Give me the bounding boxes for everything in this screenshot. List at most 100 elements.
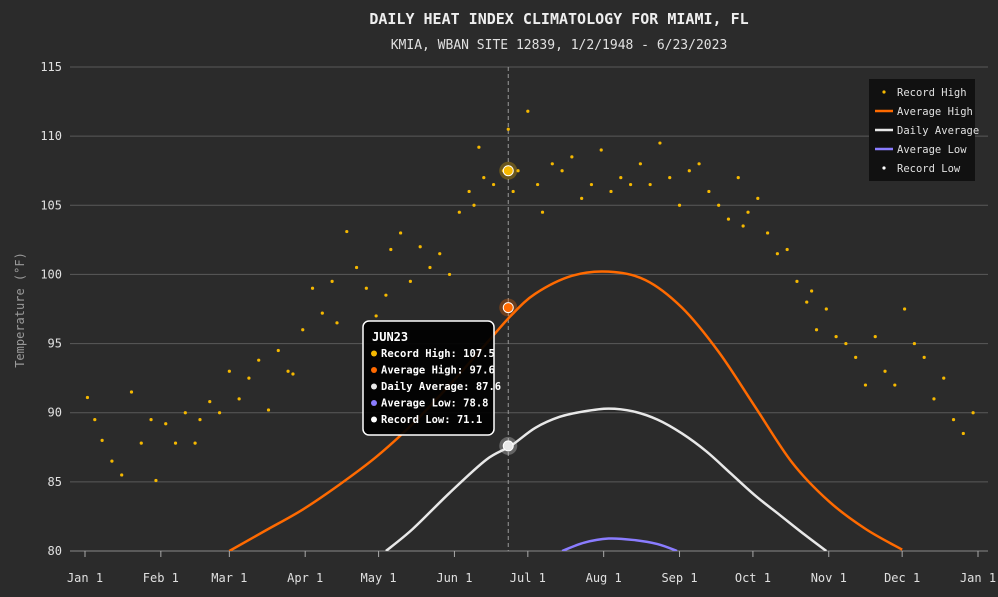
record-high-point: [266, 408, 271, 412]
record-high-point: [961, 431, 965, 436]
record-high-point: [335, 321, 339, 325]
record-high-point: [208, 400, 212, 404]
y-tick-label: 95: [48, 337, 62, 351]
record-high-point: [364, 286, 368, 290]
record-high-point: [154, 478, 158, 483]
record-high-point: [971, 411, 975, 415]
record-high-point: [149, 418, 153, 422]
record-high-point: [129, 390, 134, 394]
tooltip-row-dot: [371, 350, 377, 357]
record-high-point: [609, 189, 613, 194]
legend-entry[interactable]: Daily Average: [897, 125, 979, 137]
record-high-point: [438, 252, 442, 256]
tooltip-date: JUN23: [372, 330, 408, 344]
legend-entry[interactable]: Record High: [897, 87, 967, 99]
record-high-point: [477, 145, 481, 149]
record-high-point: [677, 203, 682, 207]
chart-legend: Record High Average High Daily Average Aver…: [869, 79, 979, 181]
y-tick-label: 115: [40, 60, 62, 74]
record-high-point: [599, 148, 603, 152]
tooltip-row: Average Low: 78.8: [381, 398, 488, 410]
record-high-point: [526, 109, 530, 113]
record-high-point: [482, 176, 486, 180]
hover-marker: [502, 165, 514, 177]
record-high-point: [428, 265, 432, 270]
record-high-point: [198, 418, 202, 422]
hover-marker: [502, 302, 514, 314]
x-tick-label: Sep 1: [661, 571, 697, 585]
y-tick-label: 90: [48, 406, 62, 420]
record-high-point: [893, 383, 897, 387]
tooltip-row: Record Low: 71.1: [381, 414, 482, 426]
tooltip-row: Average High: 97.6: [381, 365, 495, 377]
average-low-line: [561, 537, 678, 551]
y-tick-label: 105: [40, 198, 62, 212]
record-high-point: [183, 411, 187, 415]
record-high-point: [795, 279, 799, 283]
record-high-point: [912, 341, 916, 346]
x-tick-label: Feb 1: [143, 571, 179, 585]
record-high-point: [310, 286, 315, 290]
record-high-point: [320, 311, 324, 315]
record-high-point: [85, 395, 90, 400]
record-high-point: [301, 328, 305, 332]
record-high-point: [550, 162, 554, 166]
legend-entry[interactable]: Average High: [897, 106, 973, 118]
record-high-point: [658, 141, 662, 145]
record-high-point: [389, 247, 393, 252]
record-high-point: [536, 182, 540, 187]
legend-entry[interactable]: Average Low: [897, 144, 967, 156]
legend-swatch: [882, 90, 886, 94]
record-high-point: [257, 358, 261, 362]
record-high-point: [951, 418, 956, 422]
x-tick-label: Jun 1: [436, 571, 472, 585]
record-high-point: [834, 335, 838, 339]
record-high-point: [227, 369, 231, 373]
record-high-point: [93, 418, 97, 422]
legend-swatch: [882, 166, 886, 170]
tooltip-row-dot: [371, 383, 377, 390]
record-high-point: [511, 189, 515, 194]
record-high-point: [193, 441, 197, 445]
y-tick-label: 80: [48, 544, 62, 558]
record-high-point: [164, 422, 168, 426]
x-tick-label: Nov 1: [811, 571, 847, 585]
y-tick-label: 85: [48, 475, 62, 489]
x-tick-label: Jan 1: [960, 571, 996, 585]
record-high-point: [286, 369, 290, 373]
record-high-point: [942, 376, 946, 380]
record-high-point: [746, 210, 750, 214]
y-axis-label: Temperature (°F): [13, 252, 27, 368]
record-high-point: [237, 397, 241, 401]
y-tick-label: 100: [40, 267, 62, 281]
record-high-point: [110, 459, 114, 463]
record-high-point: [805, 300, 809, 304]
record-high-point: [354, 265, 359, 270]
record-high-point: [810, 289, 814, 293]
tooltip-row-dot: [371, 400, 377, 406]
record-high-point: [100, 438, 104, 442]
record-high-point: [330, 279, 334, 283]
record-high-point: [863, 383, 868, 387]
tooltip-row-dot: [371, 367, 377, 373]
legend-entry[interactable]: Record Low: [897, 163, 961, 175]
record-high-point: [418, 245, 422, 249]
record-high-point: [697, 162, 701, 166]
record-high-point: [628, 182, 633, 187]
record-high-point: [814, 328, 819, 332]
record-high-point: [824, 307, 828, 311]
record-high-point: [619, 176, 623, 180]
record-high-point: [467, 189, 471, 194]
chart-subtitle: KMIA, WBAN SITE 12839, 1/2/1948 - 6/23/2…: [391, 38, 728, 53]
record-high-point: [374, 314, 378, 318]
record-high-point: [736, 176, 740, 180]
hover-marker: [502, 440, 514, 452]
record-high-point: [638, 162, 642, 166]
record-high-point: [540, 210, 545, 214]
record-high-point: [687, 169, 691, 173]
x-tick-label: Apr 1: [287, 571, 323, 585]
record-high-point: [903, 307, 907, 311]
record-high-point: [120, 473, 124, 477]
record-high-point: [139, 441, 143, 445]
